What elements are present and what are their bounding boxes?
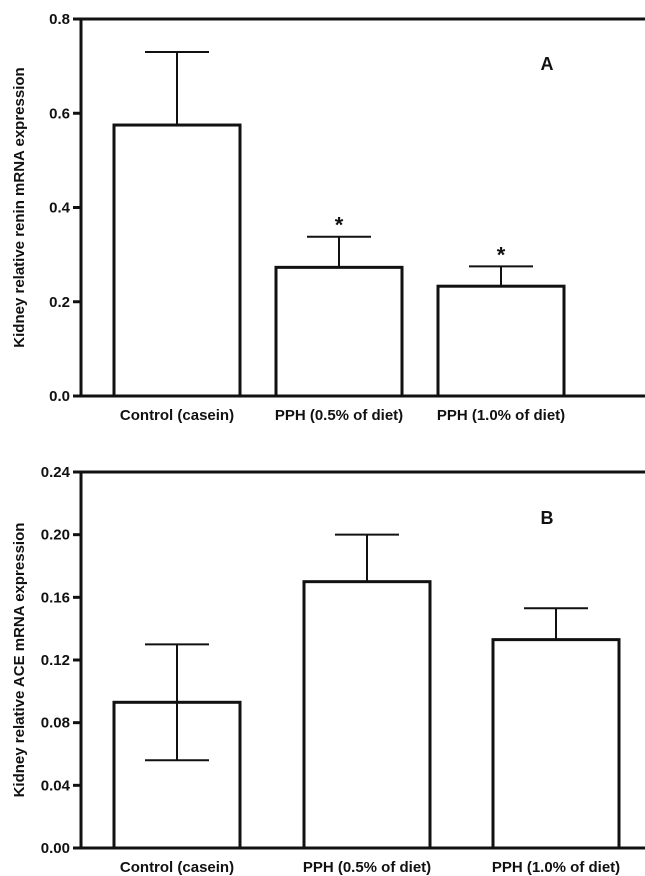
panel-a-y-tick-label: 0.6 xyxy=(49,105,70,122)
panel-a-y-tick-label: 0.8 xyxy=(49,11,70,28)
panel-a-significance-marker: * xyxy=(335,213,344,238)
panel-b-y-tick-label: 0.24 xyxy=(41,464,71,481)
panel-b-y-tick-label: 0.04 xyxy=(41,777,71,794)
panel-a-category-label: PPH (1.0% of diet) xyxy=(437,407,565,424)
panel-b-y-tick-label: 0.00 xyxy=(41,840,70,857)
panel-b-y-tick-label: 0.08 xyxy=(41,715,70,732)
panel-b-category-label: PPH (1.0% of diet) xyxy=(492,859,620,876)
panel-a-category-label: Control (casein) xyxy=(120,407,234,424)
panel-b-letter: B xyxy=(541,508,554,528)
panel-a-letter: A xyxy=(541,54,554,74)
panel-a-bar xyxy=(274,265,404,398)
panel-b-bar xyxy=(302,580,432,850)
panel-a-y-tick-label: 0.4 xyxy=(49,200,71,217)
panel-b-y-tick-label: 0.16 xyxy=(41,589,70,606)
panel-a-bar xyxy=(436,284,566,398)
panel-a-y-axis-label: Kidney relative renin mRNA expression xyxy=(11,67,28,347)
panel-b-y-tick-label: 0.12 xyxy=(41,652,70,669)
panel-b-y-axis-label: Kidney relative ACE mRNA expression xyxy=(11,523,28,798)
panel-a-y-tick-label: 0.0 xyxy=(49,388,70,405)
panel-a-category-label: PPH (0.5% of diet) xyxy=(275,407,403,424)
panel-a-y-tick-label: 0.2 xyxy=(49,294,70,311)
panel-b-bar xyxy=(491,638,621,850)
panel-a-significance-marker: * xyxy=(497,242,506,267)
panel-b-y-tick-label: 0.20 xyxy=(41,527,70,544)
panel-a-bar xyxy=(112,123,242,398)
panel-b-category-label: Control (casein) xyxy=(120,859,234,876)
panel-b-category-label: PPH (0.5% of diet) xyxy=(303,859,431,876)
